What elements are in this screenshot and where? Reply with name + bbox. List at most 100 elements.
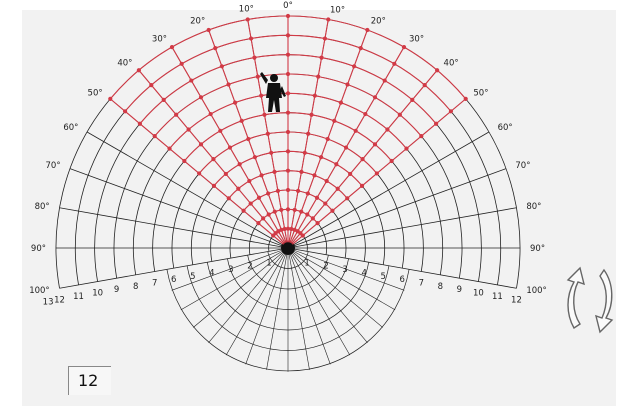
- highlight-node: [312, 93, 317, 98]
- ring-number-left: 13: [43, 297, 54, 307]
- highlight-node: [325, 136, 330, 142]
- angle-label-right: 10°: [330, 6, 345, 16]
- ring-number-left: 11: [73, 292, 84, 302]
- ring-number-right: 4: [361, 268, 366, 278]
- highlight-node: [256, 195, 262, 200]
- highlight-node: [211, 157, 216, 162]
- highlight-node: [122, 109, 128, 114]
- highlight-node: [292, 207, 297, 213]
- highlight-node: [261, 216, 266, 221]
- highlight-node: [382, 78, 387, 83]
- highlight-node: [300, 233, 305, 238]
- highlight-node: [322, 36, 328, 41]
- ring-number-left: 12: [54, 295, 65, 305]
- ring-number-left: 8: [133, 282, 138, 292]
- rotate-arrows-icon[interactable]: [560, 262, 624, 334]
- highlight-node: [255, 74, 260, 79]
- highlight-node: [245, 17, 250, 22]
- highlight-node: [237, 162, 242, 167]
- angle-label-left: 70°: [46, 161, 61, 171]
- highlight-node: [389, 158, 394, 164]
- ring-number-right: 12: [511, 295, 522, 305]
- highlight-node: [285, 187, 291, 193]
- grid-spoke-lower: [293, 249, 405, 291]
- angle-label-left: 80°: [35, 202, 50, 212]
- highlight-node: [248, 201, 253, 206]
- angle-label-right: 60°: [498, 123, 513, 133]
- ring-number-right: 3: [342, 265, 347, 275]
- highlight-node: [259, 173, 264, 178]
- highlight-node: [136, 68, 141, 73]
- angle-label-right: 90°: [530, 244, 545, 254]
- grid-spoke: [293, 168, 507, 247]
- highlight-node: [152, 134, 157, 139]
- highlight-node: [330, 208, 335, 213]
- grid-spoke-lower: [288, 253, 310, 370]
- highlight-node: [359, 183, 365, 188]
- ring-number-right: 9: [457, 285, 462, 295]
- highlight-node: [236, 186, 241, 191]
- ring-number-left: 1: [266, 258, 271, 268]
- highlight-node: [326, 17, 331, 22]
- highlight-node: [226, 82, 231, 87]
- highlight-node: [360, 157, 365, 162]
- highlight-node: [272, 209, 277, 214]
- highlight-node: [345, 82, 350, 87]
- highlight-node: [404, 146, 409, 151]
- highlight-node: [374, 171, 379, 176]
- highlight-node: [410, 97, 415, 102]
- highlight-node: [309, 112, 314, 117]
- angle-label-right: 80°: [526, 202, 541, 212]
- grid-spoke: [59, 207, 283, 248]
- highlight-node: [323, 201, 328, 206]
- highlight-node: [239, 118, 244, 123]
- highlight-node: [275, 188, 281, 193]
- grid-spoke-lower: [193, 251, 284, 328]
- highlight-node: [392, 61, 397, 66]
- highlight-node: [332, 118, 337, 123]
- highlight-node: [306, 131, 311, 136]
- highlight-node: [463, 96, 468, 101]
- highlight-node: [241, 208, 246, 213]
- highlight-node: [198, 142, 204, 147]
- highlight-node: [312, 173, 317, 178]
- highlight-node: [182, 158, 187, 164]
- angle-label-left: 50°: [88, 88, 103, 98]
- ring-number-left: 3: [228, 265, 233, 275]
- angle-label-right: 70°: [515, 161, 530, 171]
- highlight-node: [353, 128, 358, 133]
- grid-spoke-lower: [225, 252, 286, 356]
- highlight-node: [282, 226, 287, 232]
- highlight-node: [348, 171, 353, 177]
- highlight-node: [197, 171, 202, 176]
- highlight-node: [179, 61, 184, 66]
- highlight-node: [169, 44, 175, 50]
- highlight-node: [299, 209, 304, 214]
- highlight-node: [279, 207, 284, 213]
- ring-number-left: 10: [92, 289, 103, 299]
- highlight-node: [365, 27, 370, 33]
- highlight-node: [252, 55, 257, 60]
- angle-label-left: 30°: [152, 34, 167, 44]
- highlight-node: [289, 226, 294, 232]
- ring-number-right: 11: [492, 292, 503, 302]
- grid-spoke-lower: [291, 252, 368, 343]
- highlight-node: [174, 112, 179, 117]
- highlight-node: [259, 93, 264, 98]
- highlight-node: [285, 226, 291, 231]
- highlight-node: [252, 155, 258, 160]
- ring-number-right: 6: [400, 275, 405, 285]
- highlight-node: [269, 150, 274, 155]
- highlight-node: [247, 178, 252, 184]
- highlight-node: [285, 33, 291, 38]
- angle-label-right: 40°: [444, 59, 459, 69]
- ring-number-right: 8: [438, 282, 443, 292]
- highlight-node: [211, 183, 217, 188]
- grid-spoke: [293, 207, 517, 248]
- highlight-node: [246, 136, 251, 142]
- ring-number-right: 1: [304, 258, 309, 268]
- angle-label-left: 20°: [190, 17, 205, 27]
- highlight-node: [299, 169, 304, 174]
- highlight-node: [208, 111, 213, 117]
- highlight-node: [397, 112, 402, 117]
